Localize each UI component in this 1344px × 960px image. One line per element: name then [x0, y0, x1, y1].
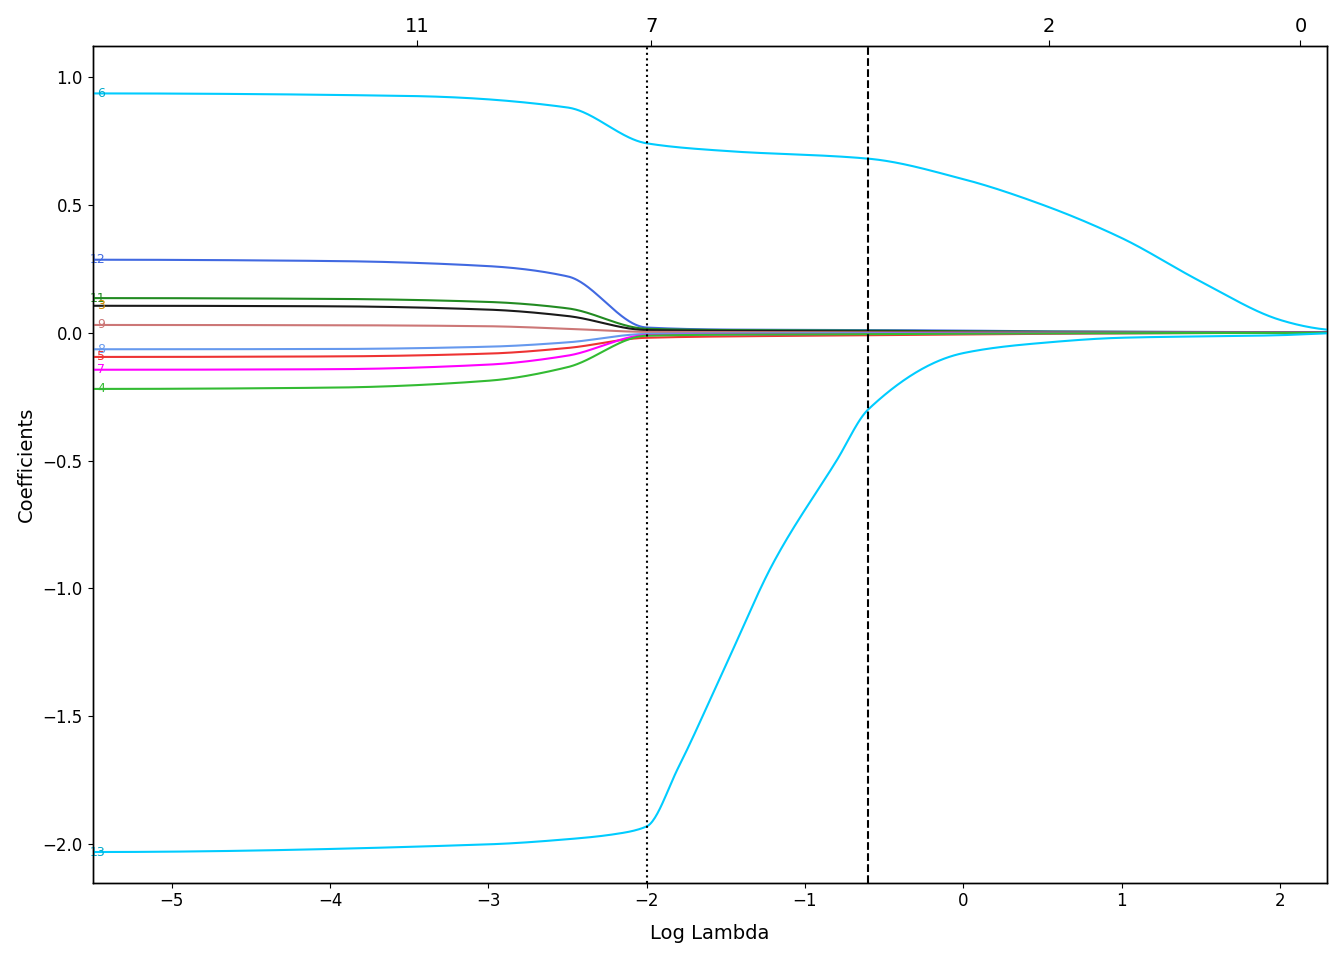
X-axis label: Log Lambda: Log Lambda — [650, 924, 770, 944]
Text: 9: 9 — [97, 319, 105, 331]
Text: 8: 8 — [97, 343, 105, 356]
Text: 11: 11 — [90, 292, 105, 304]
Text: 6: 6 — [97, 87, 105, 100]
Text: 12: 12 — [90, 253, 105, 266]
Text: 4: 4 — [97, 382, 105, 396]
Text: 3: 3 — [97, 300, 105, 312]
Text: 13: 13 — [90, 846, 105, 858]
Y-axis label: Coefficients: Coefficients — [16, 407, 36, 522]
Text: 7: 7 — [97, 363, 105, 376]
Text: 5: 5 — [97, 350, 105, 364]
